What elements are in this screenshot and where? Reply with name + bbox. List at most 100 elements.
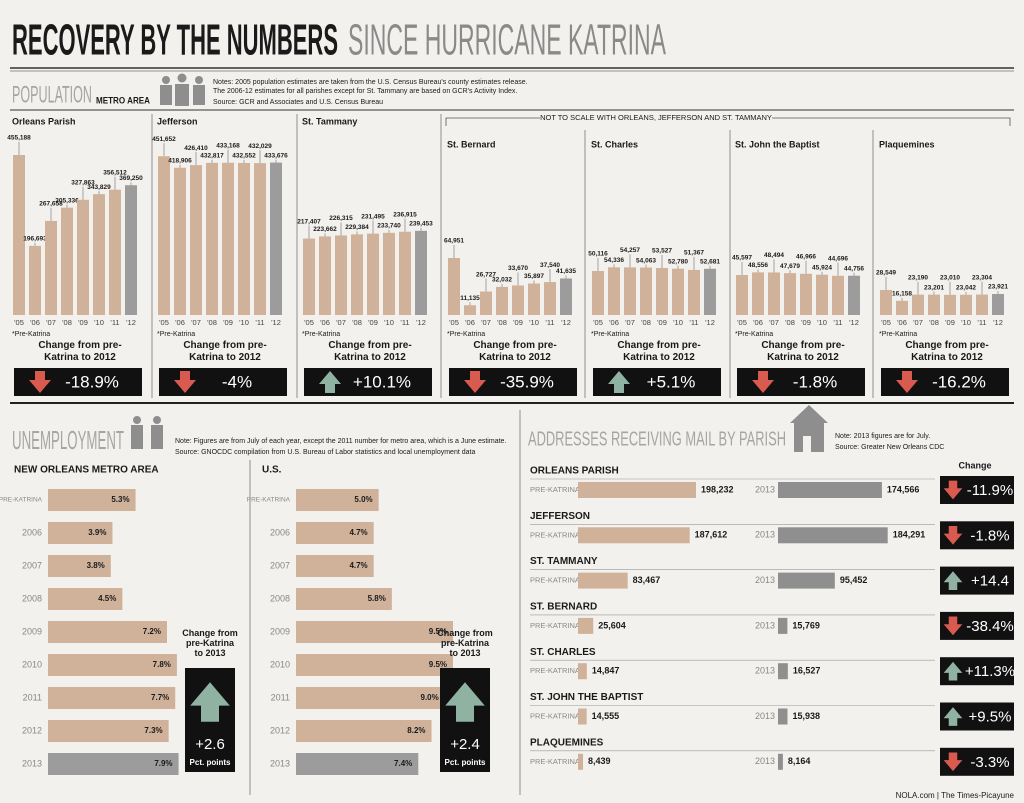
parish-name: ST. TAMMANY [530,556,598,567]
bar [736,274,748,315]
value-label: 327,863 [71,179,95,186]
x-tick-label: '11 [255,318,264,327]
bar [13,155,25,315]
value-label: 223,662 [313,226,337,233]
bar [848,275,860,315]
source: Source: Greater New Orleans CDC [835,444,944,451]
panel-title: St. Tammany [302,116,357,126]
category-label: PRE-KATRINA [530,530,580,539]
bar [174,167,186,315]
bar [464,305,476,315]
x-tick-label: '10 [94,318,104,327]
bar [944,294,956,315]
change-value: -1.8% [970,527,1009,544]
x-tick-label: '11 [833,318,842,327]
y-tick-label: 2006 [22,527,42,537]
source: Source: GCR and Associates and U.S. Cens… [213,99,383,106]
value-label: 35,897 [524,273,544,280]
change-arrow [943,616,963,636]
category-label: 2013 [755,666,775,676]
value-label: 46,966 [796,254,816,261]
change-value: +14.4 [971,573,1009,590]
change-label: Change from pre-Katrina to 2012 [328,340,412,363]
people-icon [131,416,163,449]
change-arrow [319,371,341,393]
y-tick-label: 2012 [22,725,42,735]
bar [778,527,888,544]
value-label: 7.7% [151,693,169,702]
bar [296,621,453,643]
value-label: 48,556 [748,262,768,269]
bar [351,234,363,315]
x-tick-label: '07 [46,318,56,327]
x-tick-label: '10 [673,318,683,327]
change-value: -1.8% [793,372,837,391]
change-arrow [943,752,963,772]
footnote: *Pre-Katrina [12,331,50,338]
value-label: 23,201 [924,284,944,291]
x-tick-label: '07 [625,318,635,327]
bar [578,663,587,680]
change-value: -16.2% [932,372,986,391]
x-tick-label: '06 [30,318,40,327]
bar [640,267,652,315]
value-label: 8,164 [788,756,811,766]
panel-title: St. John the Baptist [735,139,820,149]
value-label: 95,452 [840,575,868,585]
x-tick-label: '12 [271,318,281,327]
change-label: Change from pre-Katrina to 2012 [905,340,989,363]
value-label: 25,604 [598,620,626,630]
y-tick-label: 2013 [22,758,42,768]
value-label: 52,681 [700,258,720,265]
value-label: 8,439 [588,756,611,766]
note: The 2006-12 estimates for all parishes e… [213,88,517,95]
value-label: 233,740 [377,223,401,230]
value-label: 51,367 [684,250,704,257]
value-label: 5.8% [368,594,386,603]
value-label: 7.9% [154,759,172,768]
x-tick-label: '11 [110,318,119,327]
value-label: 7.3% [144,726,162,735]
footnote: *Pre-Katrina [879,331,917,338]
value-label: 41,635 [556,268,576,275]
change-value: -35.9% [500,372,554,391]
x-tick-label: '10 [529,318,539,327]
value-label: 267,658 [39,201,63,208]
x-tick-label: '08 [641,318,651,327]
x-tick-label: '08 [497,318,507,327]
value-label: 4.7% [349,561,367,570]
value-label: 32,032 [492,277,512,284]
change-value: -3.3% [970,754,1009,771]
y-tick-label: PRE-KATRINA [0,497,43,504]
x-tick-label: '09 [513,318,523,327]
change-label: Change from pre-Katrina to 2013 [437,628,493,658]
bar [125,185,137,315]
change-label: Change from pre-Katrina to 2013 [182,628,238,658]
category-label: 2013 [755,756,775,766]
value-label: 44,696 [828,255,848,262]
bar [296,720,432,742]
change-arrow [943,707,963,726]
value-label: 4.5% [98,594,116,603]
bar [578,527,690,544]
bar [48,555,111,577]
bar [896,300,908,315]
value-label: 433,168 [216,142,240,149]
change-arrow [943,661,963,681]
category-label: PRE-KATRINA [530,576,580,585]
category-label: 2013 [755,620,775,630]
x-tick-label: '06 [753,318,763,327]
x-tick-label: '05 [159,318,169,327]
value-label: 174,566 [887,484,920,494]
change-value: +2.4 [450,736,480,753]
house-icon [790,405,828,452]
source: Source: GNOCDC compilation from U.S. Bur… [175,449,475,456]
value-label: 16,527 [793,666,821,676]
bar [48,522,113,544]
bar [296,654,453,676]
value-label: 432,552 [232,153,256,160]
value-label: 45,597 [732,255,752,262]
y-tick-label: 2006 [270,527,290,537]
section-title: POPULATION [12,81,92,108]
bar [592,271,604,315]
